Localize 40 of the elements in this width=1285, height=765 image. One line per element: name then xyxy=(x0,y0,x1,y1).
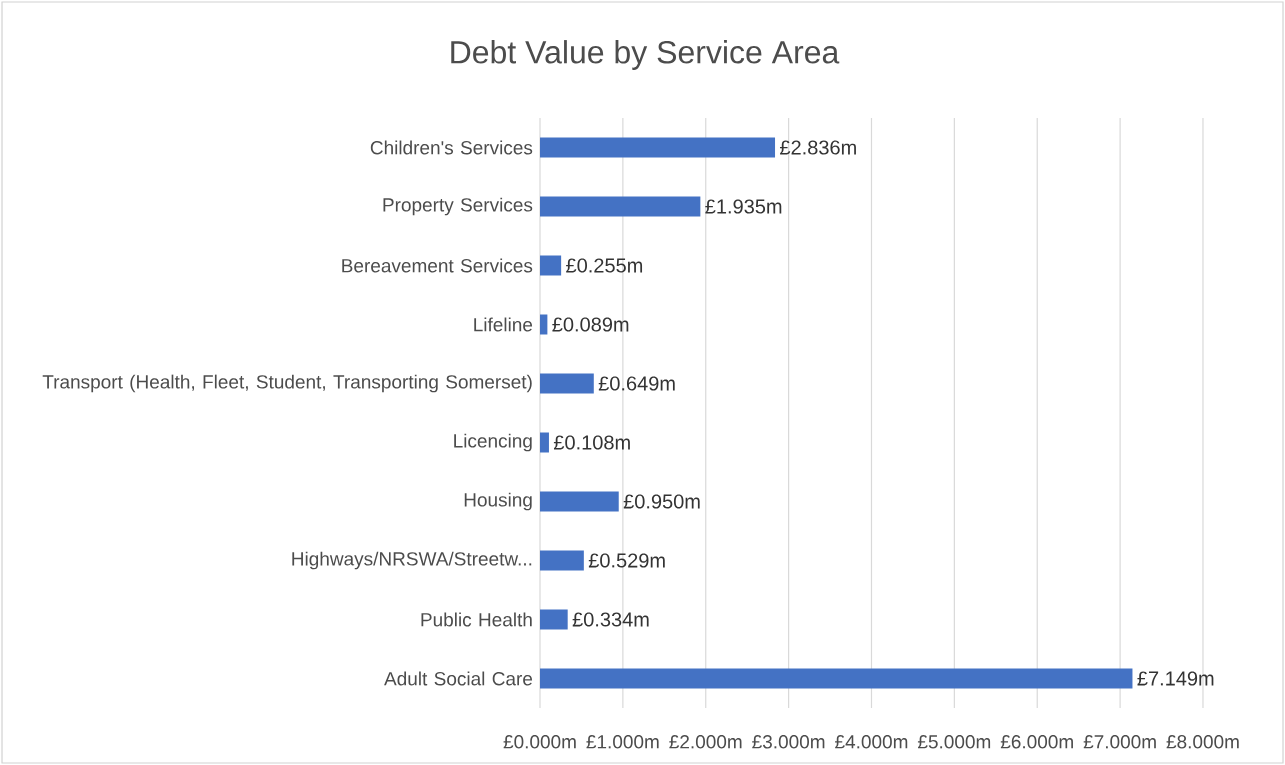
data-label: £1.935m xyxy=(705,199,782,214)
y-tick-label: Public Health xyxy=(421,612,532,627)
bar xyxy=(540,609,568,630)
data-label: £0.089m xyxy=(552,317,629,332)
y-tick-label: Housing xyxy=(464,492,532,511)
y-tick-label: Property Services xyxy=(383,197,533,216)
x-tick-label: £0.000m xyxy=(503,735,576,749)
bar xyxy=(540,550,584,571)
data-label: £0.649m xyxy=(598,376,675,391)
data-label: £7.149m xyxy=(1137,671,1214,686)
y-tick-label: Transport (Health, Fleet, Student, Transporting Somerset) xyxy=(42,374,532,393)
x-tick-label: £8.000m xyxy=(1166,735,1239,749)
bar xyxy=(540,255,562,276)
data-label: £0.950m xyxy=(623,494,700,509)
bar xyxy=(540,314,548,335)
y-tick-label: Licencing xyxy=(454,433,532,452)
data-label: £0.529m xyxy=(588,553,665,568)
y-tick-label: Lifeline xyxy=(474,317,533,332)
x-tick-label: £4.000m xyxy=(835,735,908,749)
bar xyxy=(540,668,1133,689)
x-tick-label: £7.000m xyxy=(1083,735,1156,749)
y-tick-label: Bereavement Services xyxy=(342,258,533,273)
x-tick-label: £2.000m xyxy=(669,735,742,749)
bar xyxy=(540,137,776,158)
x-tick-label: £5.000m xyxy=(917,735,991,749)
x-tick-label: £3.000m xyxy=(752,735,825,749)
bar xyxy=(540,373,594,394)
x-tick-label: £6.000m xyxy=(1000,735,1073,749)
y-tick-label: Children's Services xyxy=(370,140,533,155)
bar xyxy=(540,491,619,512)
bar xyxy=(540,432,549,453)
x-tick-label: £1.000m xyxy=(586,735,659,749)
y-tick-label: Adult Social Care xyxy=(384,671,533,686)
y-tick-label: Highways/NRSWA/Streetw... xyxy=(292,551,532,570)
chart-title: Debt Value by Service Area xyxy=(451,40,840,70)
data-label: £2.836m xyxy=(780,140,856,155)
data-label: £0.108m xyxy=(553,435,630,450)
data-label: £0.334m xyxy=(572,612,649,627)
bar xyxy=(540,196,701,217)
data-label: £0.255m xyxy=(566,258,643,273)
